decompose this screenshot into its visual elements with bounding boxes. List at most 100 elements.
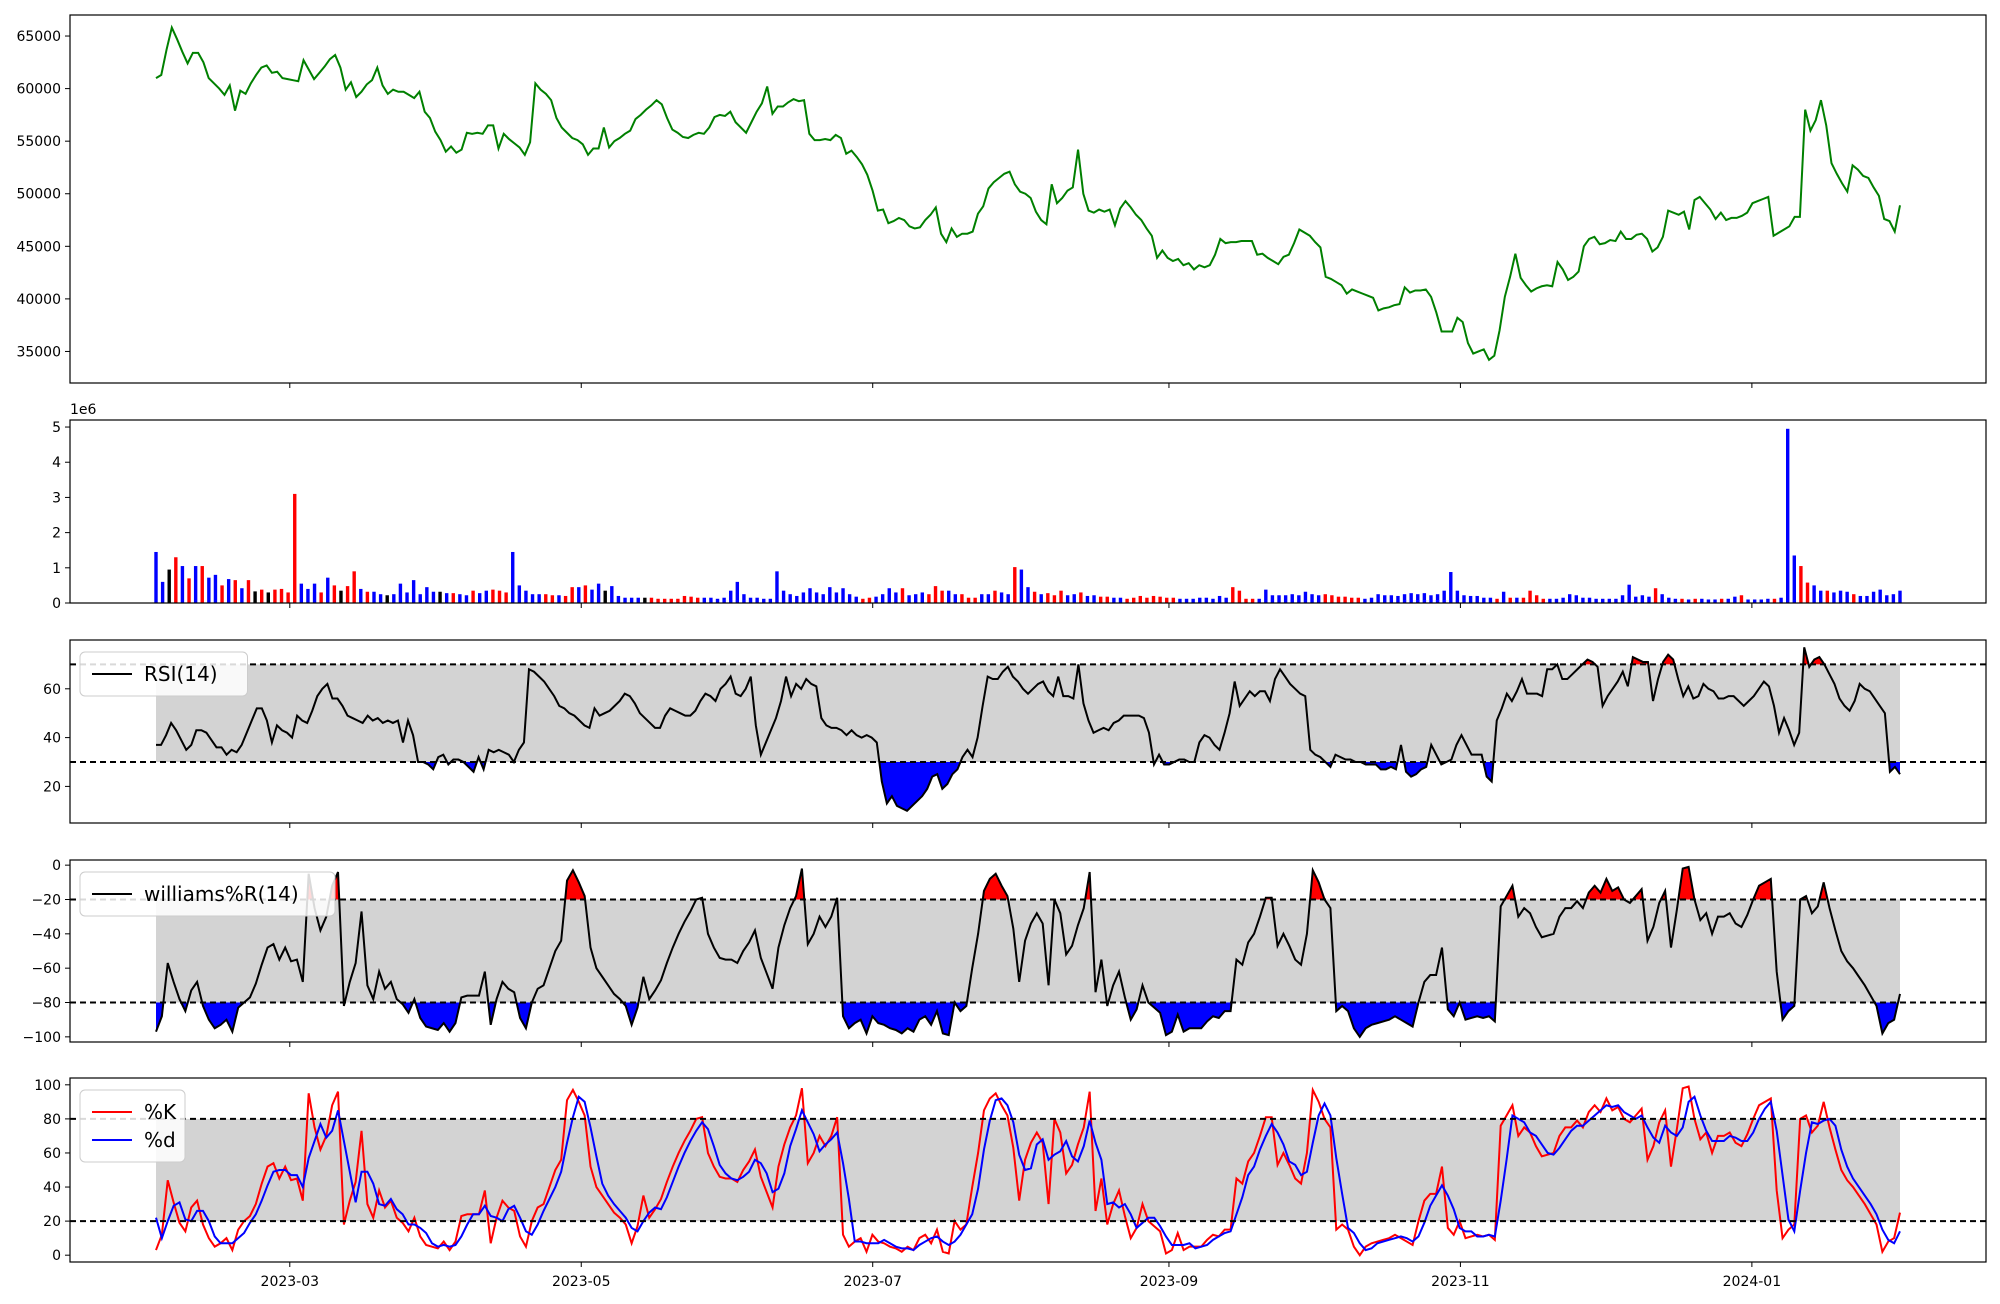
y-tick-label: 20 xyxy=(43,1214,61,1230)
rsi-overbought-fill xyxy=(1582,659,1596,665)
volume-bar xyxy=(709,597,713,603)
volume-bar xyxy=(1330,595,1334,603)
volume-bar xyxy=(1693,598,1697,603)
y-tick-label: −40 xyxy=(31,927,61,943)
volume-bar xyxy=(1647,596,1651,603)
volume-bar xyxy=(332,585,337,603)
volume-bar xyxy=(418,594,422,603)
volume-bar xyxy=(1865,595,1869,603)
volume-bar xyxy=(1561,597,1565,603)
volume-bar xyxy=(1231,587,1235,603)
volume-bar xyxy=(1541,598,1545,603)
volume-bar xyxy=(689,596,693,603)
volume-bar xyxy=(940,590,944,603)
volume-bar xyxy=(1145,597,1149,603)
volume-bar xyxy=(326,577,330,603)
y-tick-label: 20 xyxy=(43,779,61,795)
x-tick-label: 2023-03 xyxy=(261,1274,320,1290)
volume-bar xyxy=(907,595,911,603)
volume-bar xyxy=(339,590,343,603)
y-tick-label: 40 xyxy=(43,731,61,747)
volume-bar xyxy=(801,592,806,603)
williams-oversold-fill xyxy=(1335,1002,1419,1037)
legend-box xyxy=(79,871,336,917)
rsi-band xyxy=(156,664,1900,762)
williams-overbought-fill xyxy=(982,873,1009,900)
volume-bar xyxy=(596,583,601,603)
volume-bar xyxy=(834,592,839,603)
volume-bar xyxy=(1191,598,1195,603)
x-tick-label: 2023-05 xyxy=(552,1274,611,1290)
volume-bar xyxy=(1640,595,1645,603)
x-tick-label: 2024-01 xyxy=(1723,1274,1782,1290)
y-tick-label: 45000 xyxy=(16,239,61,255)
volume-bar xyxy=(590,589,594,603)
volume-bar xyxy=(1316,595,1321,603)
volume-bar xyxy=(993,590,997,603)
williams-oversold-fill xyxy=(842,1002,955,1036)
volume-bar xyxy=(1065,595,1070,603)
volume-bar xyxy=(1132,597,1136,603)
williams-line xyxy=(155,865,1901,1039)
axes-frame-2 xyxy=(69,419,1987,604)
volume-bar xyxy=(867,597,872,603)
volume-bar xyxy=(1343,596,1347,603)
volume-bar xyxy=(1726,598,1730,603)
volume-bar xyxy=(821,594,825,603)
volume-bar xyxy=(504,592,508,603)
volume-bar xyxy=(154,551,158,603)
volume-bar xyxy=(966,597,971,603)
volume-bar xyxy=(1217,595,1222,603)
volume-bar xyxy=(1297,595,1301,603)
legend-label: RSI(14) xyxy=(144,662,218,686)
y-tick-label: −80 xyxy=(31,996,61,1012)
volume-bar xyxy=(669,598,673,603)
volume-bar xyxy=(702,597,706,603)
volume-bar xyxy=(1435,594,1440,603)
volume-bar xyxy=(1686,599,1691,603)
williams-oversold-fill xyxy=(1447,1002,1460,1017)
volume-bar xyxy=(953,594,958,603)
volume-bar xyxy=(874,596,878,603)
volume-bar xyxy=(1515,597,1519,603)
williams-overbought-fill xyxy=(565,870,586,900)
x-tick-label: 2023-09 xyxy=(1140,1274,1199,1290)
volume-bar xyxy=(715,598,720,603)
axes-frame-4 xyxy=(69,859,1987,1043)
volume-bar xyxy=(1052,595,1057,603)
volume-bar xyxy=(1019,569,1024,603)
axes-frame-5 xyxy=(69,1077,1987,1263)
volume-bar xyxy=(471,590,475,603)
volume-bar xyxy=(1072,594,1076,603)
volume-bar xyxy=(662,598,667,603)
volume-bar xyxy=(213,574,218,603)
volume-bar xyxy=(517,585,522,603)
volume-bar xyxy=(398,583,403,603)
volume-bar xyxy=(1627,584,1631,603)
volume-bar xyxy=(1462,595,1466,603)
y-tick-label: 40 xyxy=(43,1180,61,1196)
volume-bar xyxy=(1779,597,1783,603)
volume-bar xyxy=(1138,595,1142,603)
volume-bar xyxy=(1244,598,1248,603)
y-tick-label: −60 xyxy=(31,961,61,977)
y-tick-label: 100 xyxy=(34,1078,61,1094)
volume-bar xyxy=(1812,585,1816,603)
volume-bar xyxy=(1713,599,1717,603)
volume-bar xyxy=(378,594,383,603)
volume-bar xyxy=(742,594,746,603)
volume-bar xyxy=(1363,598,1367,603)
volume-bar xyxy=(1819,590,1823,603)
volume-bar xyxy=(319,592,323,603)
volume-bar xyxy=(1402,594,1407,603)
volume-bar xyxy=(345,586,350,603)
volume-bar xyxy=(583,585,588,603)
x-tick-label: 2023-07 xyxy=(843,1274,902,1290)
volume-bar xyxy=(841,588,845,603)
volume-bar xyxy=(828,587,832,603)
volume-bar xyxy=(1706,599,1711,603)
volume-bar xyxy=(1852,594,1856,603)
volume-bar xyxy=(623,597,627,603)
volume-bar xyxy=(497,590,502,603)
volume-bar xyxy=(1369,597,1374,603)
